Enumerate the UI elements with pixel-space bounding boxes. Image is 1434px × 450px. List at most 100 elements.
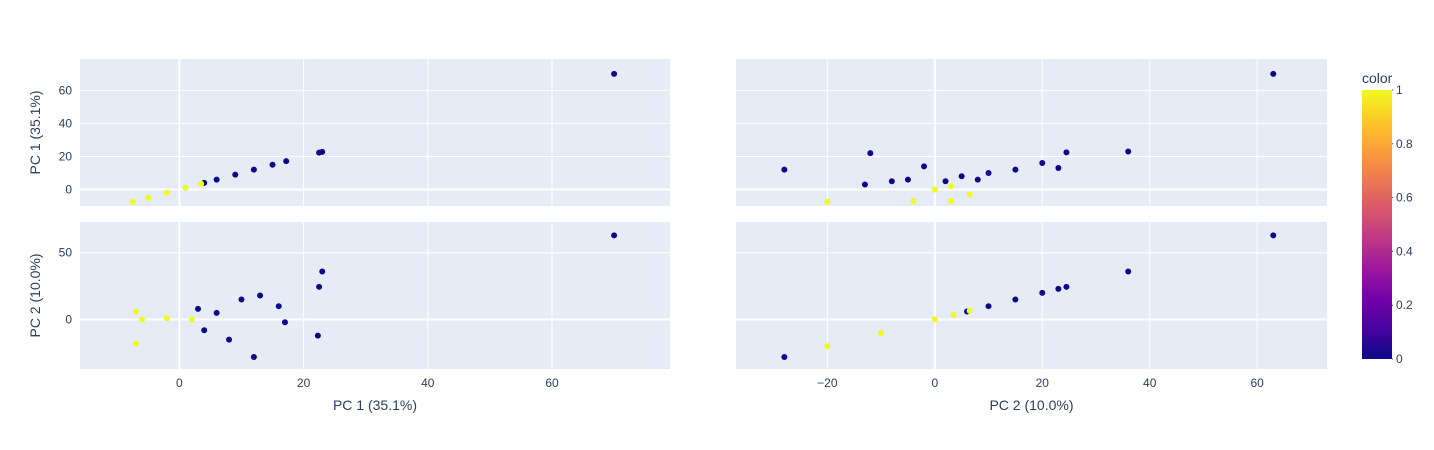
colorbar-title: color (1362, 70, 1393, 86)
data-point (213, 309, 220, 316)
data-point (904, 176, 911, 183)
data-point (931, 186, 938, 193)
data-point (1012, 166, 1019, 173)
data-point (198, 180, 205, 187)
y-tick-label: 0 (65, 313, 72, 327)
data-point (226, 336, 233, 343)
x-axis-title: PC 2 (10.0%) (989, 397, 1073, 413)
data-point (238, 296, 245, 303)
data-point (129, 198, 136, 205)
subplot-3 (736, 222, 1327, 369)
plot-background (80, 59, 670, 206)
subplot-1 (736, 59, 1327, 206)
data-point (781, 166, 788, 173)
data-point (974, 176, 981, 183)
data-point (1039, 160, 1046, 167)
data-point (1270, 70, 1277, 77)
data-point (316, 283, 323, 290)
data-point (966, 307, 973, 314)
data-point (281, 319, 288, 326)
x-tick-label: 60 (545, 376, 559, 390)
x-tick-label: 20 (1036, 376, 1050, 390)
data-point (163, 189, 170, 196)
y-axis-title: PC 2 (10.0%) (27, 253, 43, 337)
data-point (188, 316, 195, 323)
data-point (132, 308, 139, 315)
subplot-0 (80, 59, 670, 206)
x-axis-title: PC 1 (35.1%) (333, 397, 417, 413)
colorbar-tick-label: 0.4 (1396, 244, 1413, 258)
data-point (275, 303, 282, 310)
data-point (910, 198, 917, 205)
data-point (824, 198, 831, 205)
data-point (878, 329, 885, 336)
data-point (824, 343, 831, 350)
data-point (888, 178, 895, 185)
data-point (250, 166, 257, 173)
colorbar-tick-label: 0.2 (1396, 298, 1413, 312)
data-point (861, 181, 868, 188)
data-point (1039, 289, 1046, 296)
colorbar-tick-label: 0 (1396, 352, 1403, 366)
data-point (947, 183, 954, 190)
data-point (931, 316, 938, 323)
x-tick-label: 40 (421, 376, 435, 390)
colorbar-tick-label: 0.6 (1396, 191, 1413, 205)
data-point (950, 311, 957, 318)
data-point (781, 353, 788, 360)
data-point (1063, 149, 1070, 156)
data-point (182, 184, 189, 191)
data-point (611, 70, 618, 77)
y-tick-label: 50 (59, 246, 73, 260)
y-tick-label: 0 (65, 182, 72, 196)
x-tick-label: −20 (817, 376, 838, 390)
data-point (947, 198, 954, 205)
data-point (232, 171, 239, 178)
data-point (163, 315, 170, 322)
data-point (257, 292, 264, 299)
data-point (1125, 268, 1132, 275)
plot-background (80, 222, 670, 369)
x-tick-label: 20 (297, 376, 311, 390)
x-tick-label: 40 (1143, 376, 1157, 390)
data-point (201, 327, 208, 334)
data-point (145, 194, 152, 201)
y-tick-label: 40 (59, 116, 73, 130)
data-point (213, 176, 220, 183)
data-point (942, 178, 949, 185)
data-point (139, 316, 146, 323)
data-point (1055, 165, 1062, 172)
data-point (1012, 296, 1019, 303)
colorbar-tick-label: 1 (1396, 83, 1403, 97)
plot-background (736, 59, 1327, 206)
x-tick-label: 60 (1250, 376, 1264, 390)
subplot-2 (80, 222, 670, 369)
data-point (985, 303, 992, 310)
x-tick-label: 0 (931, 376, 938, 390)
data-point (867, 150, 874, 157)
data-point (269, 161, 276, 168)
data-point (319, 148, 326, 155)
data-point (966, 191, 973, 198)
data-point (314, 332, 321, 339)
data-point (958, 173, 965, 180)
data-point (1125, 148, 1132, 155)
data-point (985, 169, 992, 176)
y-axis-title: PC 1 (35.1%) (27, 90, 43, 174)
colorbar (1362, 90, 1392, 359)
data-point (195, 305, 201, 312)
data-point (1270, 232, 1277, 239)
data-point (611, 232, 618, 239)
y-tick-label: 20 (59, 149, 73, 163)
data-point (1063, 283, 1070, 290)
plot-background (736, 222, 1327, 369)
data-point (921, 163, 928, 170)
data-point (319, 268, 326, 275)
data-point (283, 158, 290, 165)
colorbar-tick-label: 0.8 (1396, 137, 1413, 151)
data-point (1055, 285, 1062, 292)
data-point (250, 353, 257, 360)
y-tick-label: 60 (59, 83, 73, 97)
data-point (132, 340, 139, 347)
